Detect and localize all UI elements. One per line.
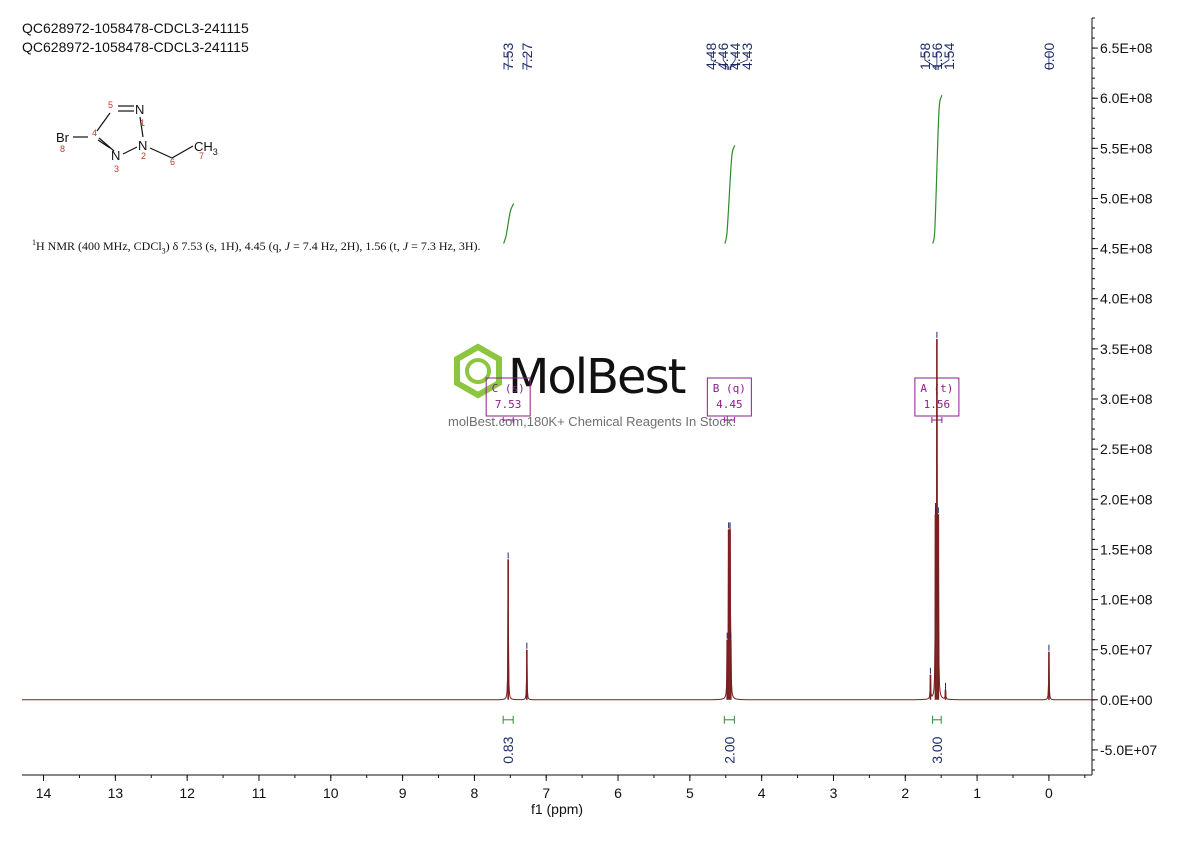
y-tick-label: 5.5E+08 bbox=[1100, 140, 1153, 156]
x-tick-label: 3 bbox=[830, 785, 838, 801]
y-tick-label: 2.0E+08 bbox=[1100, 491, 1153, 507]
y-tick-label: 2.5E+08 bbox=[1100, 441, 1153, 457]
atom-n1: N bbox=[135, 102, 144, 117]
x-tick-label: 4 bbox=[758, 785, 766, 801]
atom-number-8: 8 bbox=[60, 144, 65, 154]
x-tick-label: 10 bbox=[323, 785, 339, 801]
atom-number-3: 3 bbox=[114, 164, 119, 174]
x-tick-label: 14 bbox=[36, 785, 52, 801]
atom-number-7: 7 bbox=[199, 151, 204, 161]
y-tick-label: 1.5E+08 bbox=[1100, 541, 1153, 557]
watermark-brand: MolBest bbox=[508, 349, 686, 405]
axes: 14 13 12 11 10 9 8 7 6 5 4 3 2 1 0f1 (ppm)6.5E+086.0E+… bbox=[22, 17, 1157, 817]
y-tick-label: 3.5E+08 bbox=[1100, 341, 1153, 357]
integral-curve bbox=[503, 203, 515, 244]
y-tick-label: -5.0E+07 bbox=[1100, 742, 1157, 758]
integration-labels: 0.83 2.00 3.00 bbox=[500, 736, 945, 763]
solvent-subscript: 3 bbox=[161, 246, 166, 256]
integral-curve bbox=[932, 94, 943, 244]
x-tick-label: 13 bbox=[108, 785, 124, 801]
x-tick-label: 12 bbox=[179, 785, 195, 801]
y-tick-label: 4.0E+08 bbox=[1100, 291, 1153, 307]
sample-id-line-1: QC628972-1058478-CDCL3-241115 bbox=[22, 20, 249, 36]
integration-value: 2.00 bbox=[721, 736, 737, 763]
multiplet-box bbox=[706, 377, 752, 417]
spectrum-trace bbox=[22, 331, 1092, 701]
multiplet-type: B (q) bbox=[713, 382, 746, 395]
peak-label-connector bbox=[710, 53, 728, 70]
atom-number-5: 5 bbox=[108, 100, 113, 110]
atom-ch3: CH3 bbox=[194, 139, 218, 157]
y-tick-label: 4.5E+08 bbox=[1100, 241, 1153, 257]
x-tick-label: 9 bbox=[399, 785, 407, 801]
multiplet-boxes: C (s)7.53B (q)4.45A (t)1.56 bbox=[485, 377, 960, 423]
coupling-symbol-1: J bbox=[284, 239, 290, 253]
molbest-logo-icon bbox=[454, 343, 502, 399]
x-tick-label: 8 bbox=[471, 785, 479, 801]
coupling-symbol-2: J bbox=[402, 239, 409, 253]
sample-id-line-2: QC628972-1058478-CDCL3-241115 bbox=[22, 39, 249, 55]
peak-label-connector bbox=[924, 53, 936, 70]
watermark-tagline: molBest.com,180K+ Chemical Reagents In S… bbox=[448, 414, 736, 429]
atom-n3: N bbox=[111, 148, 120, 163]
x-tick-label: 0 bbox=[1045, 785, 1053, 801]
x-tick-label: 1 bbox=[973, 785, 981, 801]
description-part-a: H NMR (400 MHz, CDCl bbox=[36, 239, 162, 253]
integration-value: 0.83 bbox=[500, 736, 516, 763]
atom-number-6: 6 bbox=[170, 157, 175, 167]
nucleus-superscript: 1 bbox=[32, 238, 36, 247]
description-part-d: = 7.3 Hz, 3H). bbox=[408, 239, 481, 253]
y-tick-label: 0.0E+00 bbox=[1100, 692, 1153, 708]
y-tick-label: 5.0E+08 bbox=[1100, 190, 1153, 206]
x-tick-label: 5 bbox=[686, 785, 694, 801]
integration-value: 3.00 bbox=[929, 736, 945, 763]
x-tick-label: 6 bbox=[614, 785, 622, 801]
peak-label-connector bbox=[729, 53, 736, 70]
integral-curve bbox=[724, 145, 736, 244]
atom-br: Br bbox=[56, 130, 70, 145]
description-part-b: ) δ 7.53 (s, 1H), 4.45 (q, bbox=[165, 239, 285, 253]
y-tick-label: 1.0E+08 bbox=[1100, 592, 1153, 608]
multiplet-shift: 4.45 bbox=[716, 398, 743, 411]
description-part-c: = 7.4 Hz, 2H), 1.56 (t, bbox=[289, 239, 403, 253]
nmr-description: 1H NMR (400 MHz, CDCl3) δ 7.53 (s, 1H), … bbox=[32, 238, 481, 255]
peak-label-connector bbox=[730, 53, 748, 70]
x-axis-title: f1 (ppm) bbox=[531, 801, 583, 817]
peak-label-connector bbox=[937, 53, 950, 70]
x-tick-label: 7 bbox=[542, 785, 550, 801]
peak-label-connector bbox=[722, 53, 730, 70]
atom-number-1: 1 bbox=[140, 118, 145, 128]
y-tick-label: 6.0E+08 bbox=[1100, 90, 1153, 106]
multiplet-box bbox=[485, 377, 531, 417]
multiplet-type: C (s) bbox=[492, 382, 525, 395]
y-tick-label: 3.0E+08 bbox=[1100, 391, 1153, 407]
y-tick-label: 5.0E+07 bbox=[1100, 642, 1153, 658]
spectrum-line bbox=[22, 373, 1092, 701]
x-tick-label: 2 bbox=[901, 785, 909, 801]
atom-number-2: 2 bbox=[141, 151, 146, 161]
watermark: MolBest molBest.com,180K+ Chemical Reage… bbox=[448, 343, 736, 429]
integral-curves bbox=[502, 94, 943, 724]
molecule-structure: Br N N N CH3 1 2 3 4 5 6 7 8 bbox=[56, 100, 218, 174]
atom-number-4: 4 bbox=[92, 128, 97, 138]
y-tick-label: 6.5E+08 bbox=[1100, 40, 1153, 56]
x-tick-label: 11 bbox=[252, 785, 267, 801]
multiplet-shift: 7.53 bbox=[495, 398, 522, 411]
peak-labels: 7.53 7.27 4.484.464.444.43 1.581.561.54 0.00 bbox=[500, 43, 1057, 70]
atom-n2: N bbox=[138, 138, 147, 153]
